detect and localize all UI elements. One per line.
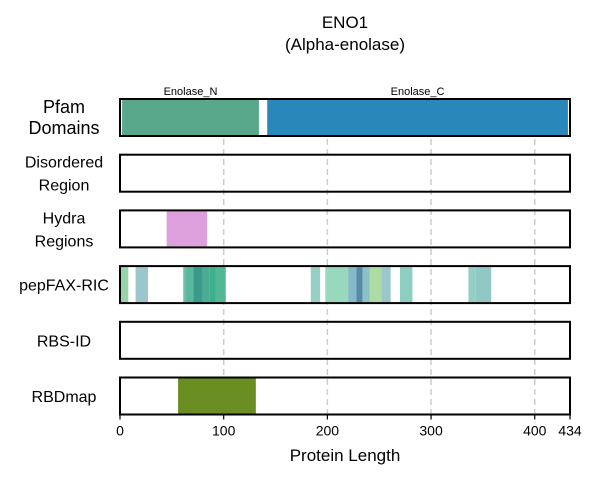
x-tick-label: 400 bbox=[523, 423, 547, 439]
track-background bbox=[120, 155, 570, 192]
feature-block bbox=[310, 267, 321, 303]
domain-label: Enolase_C bbox=[391, 86, 445, 98]
track-label: RBDmap bbox=[32, 389, 97, 406]
chart-subtitle: (Alpha-enolase) bbox=[285, 35, 405, 54]
track-frame bbox=[119, 320, 571, 360]
x-axis: 0 100 200 300 400 434 bbox=[116, 414, 582, 439]
track-background bbox=[120, 322, 570, 359]
feature-block bbox=[215, 267, 226, 303]
feature-block bbox=[178, 378, 256, 414]
x-tick-label: 200 bbox=[316, 423, 340, 439]
chart-title: ENO1 bbox=[322, 13, 368, 32]
x-tick-label: 0 bbox=[116, 423, 124, 439]
grid-lines bbox=[222, 99, 536, 415]
domain-label: Enolase_N bbox=[164, 86, 218, 98]
feature-block bbox=[348, 267, 357, 303]
x-tick-label: 100 bbox=[212, 423, 236, 439]
track-frame bbox=[119, 265, 571, 305]
track-label: Pfam bbox=[43, 97, 85, 117]
track-label: Domains bbox=[28, 118, 99, 138]
x-tick-label: 434 bbox=[558, 423, 582, 439]
feature-block bbox=[356, 267, 363, 303]
track-label: pepFAX-RIC bbox=[19, 278, 109, 295]
feature-block bbox=[193, 267, 203, 303]
track-frame bbox=[119, 209, 571, 249]
track-frame bbox=[119, 153, 571, 193]
track-frame bbox=[119, 376, 571, 416]
track-label: Disordered bbox=[25, 155, 103, 172]
track-label: RBS-ID bbox=[37, 333, 91, 350]
feature-block bbox=[120, 267, 129, 303]
feature-block bbox=[468, 267, 476, 303]
x-tick-label: 300 bbox=[419, 423, 443, 439]
feature-block bbox=[209, 267, 218, 303]
track-label: Hydra bbox=[43, 210, 86, 227]
track-label: Regions bbox=[35, 233, 94, 250]
feature-block bbox=[381, 267, 391, 303]
feature-block bbox=[369, 267, 382, 303]
feature-block bbox=[325, 267, 349, 303]
feature-block bbox=[399, 267, 413, 303]
x-axis-label: Protein Length bbox=[290, 446, 401, 465]
track-label: Region bbox=[39, 178, 90, 195]
feature-block bbox=[166, 211, 208, 247]
feature-block bbox=[267, 100, 568, 135]
feature-block bbox=[201, 267, 210, 303]
feature-block bbox=[122, 100, 259, 135]
feature-block bbox=[186, 267, 195, 303]
feature-block bbox=[362, 267, 370, 303]
track-frame bbox=[119, 98, 571, 137]
feature-block bbox=[475, 267, 492, 303]
feature-block bbox=[183, 267, 189, 303]
feature-block bbox=[135, 267, 148, 303]
